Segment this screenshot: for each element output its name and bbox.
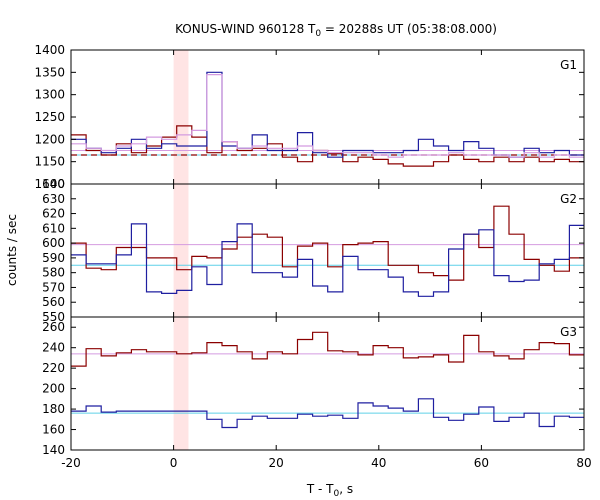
g2-ytick-label: 580 — [42, 266, 65, 280]
xtick-label: 20 — [269, 456, 284, 470]
g2-ytick-label: 640 — [42, 177, 65, 191]
g1-ytick-label: 1350 — [34, 65, 65, 79]
g3-ytick-label: 180 — [42, 402, 65, 416]
g1-ytick-label: 1300 — [34, 88, 65, 102]
g3-series-dark_red — [71, 331, 584, 367]
g1-series-blue — [71, 71, 584, 158]
g2-ytick-label: 590 — [42, 251, 65, 265]
g2-ytick-label: 630 — [42, 192, 65, 206]
g3-frame — [70, 316, 585, 451]
g3-series-blue — [71, 398, 584, 429]
g2-series-dark_red — [71, 205, 584, 281]
g1-series-dark_red — [71, 125, 584, 167]
g3-ytick-label: 140 — [42, 443, 65, 457]
g2-ytick-label: 550 — [42, 310, 65, 324]
xtick-label: -20 — [61, 456, 81, 470]
g1-ytick-label: 1100 — [34, 177, 65, 191]
g3-ytick-label: 260 — [42, 320, 65, 334]
g1-ytick-label: 1250 — [34, 110, 65, 124]
g2-series-blue — [71, 223, 584, 297]
x-axis-label: T - T0, s — [306, 482, 353, 499]
highlight-band — [173, 50, 189, 450]
xtick-label: 60 — [474, 456, 489, 470]
xtick-label: 0 — [170, 456, 178, 470]
g3-ytick-label: 200 — [42, 382, 65, 396]
g1-ytick-label: 1150 — [34, 155, 65, 169]
g2-ytick-label: 600 — [42, 236, 65, 250]
g1-ytick-label: 1200 — [34, 132, 65, 146]
g2-ytick-label: 560 — [42, 295, 65, 309]
g1-panel-label: G1 — [560, 58, 577, 72]
g2-panel-label: G2 — [560, 192, 577, 206]
xtick-label: 80 — [576, 456, 591, 470]
g3-ytick-label: 240 — [42, 341, 65, 355]
g1-ytick-label: 1400 — [34, 43, 65, 57]
g2-ytick-label: 620 — [42, 207, 65, 221]
y-axis-label: counts / sec — [5, 214, 19, 286]
chart-title: KONUS-WIND 960128 T0 = 20288s UT (05:38:… — [175, 22, 497, 39]
xtick-label: 40 — [371, 456, 386, 470]
g1-series-violet — [71, 74, 584, 158]
g2-ytick-label: 570 — [42, 280, 65, 294]
g3-panel-label: G3 — [560, 325, 577, 339]
g3-ytick-label: 160 — [42, 423, 65, 437]
g2-ytick-label: 610 — [42, 221, 65, 235]
g1-frame — [70, 49, 585, 185]
g3-ytick-label: 220 — [42, 361, 65, 375]
